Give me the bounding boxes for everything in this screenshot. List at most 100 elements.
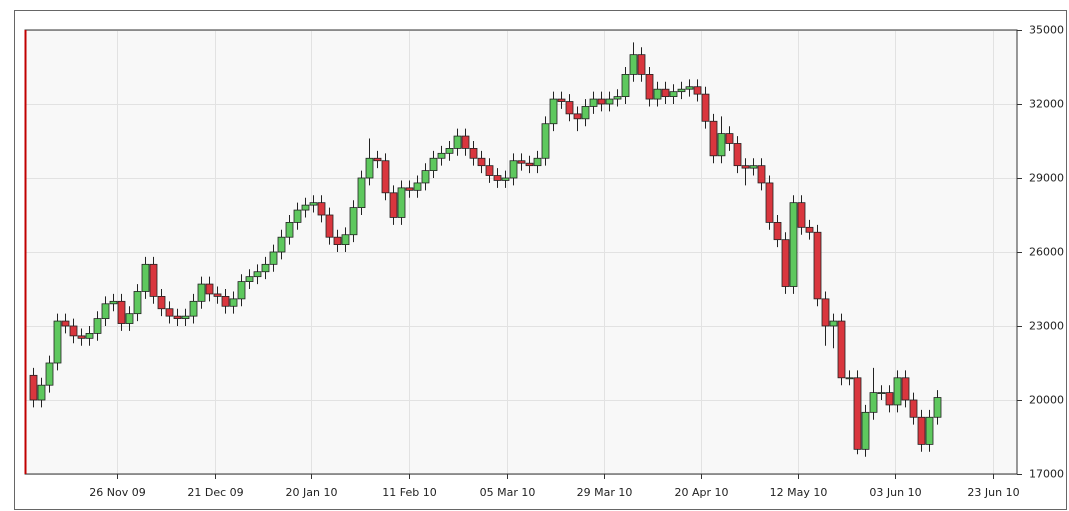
candle-body [173,315,182,319]
candle-body [861,411,870,450]
candle-body [381,160,390,194]
candle-body [101,303,110,319]
candle-body [653,88,662,100]
candle-body [133,291,142,315]
candle-body [877,392,886,395]
y-tick-label: 17000 [1029,468,1064,481]
candle-body [893,377,902,406]
candle-body [509,160,518,179]
candle-body [37,384,46,401]
candle-body [445,147,454,154]
candle-body [493,175,502,181]
candle-body [781,239,790,287]
candle-body [525,162,534,167]
candle-body [701,93,710,122]
y-tick-label: 35000 [1029,24,1064,37]
x-tick-label: 12 May 10 [770,486,828,499]
candle-body [741,165,750,169]
candle-body [917,416,926,445]
axes: 17000 20000 23000 26000 29000 32000 35000 26 No… [89,24,1064,500]
x-tick-label: 03 Jun 10 [869,486,921,499]
candle-body [125,313,134,324]
candle-body [621,74,630,98]
candle-body [149,263,158,297]
candle-body [637,54,646,75]
candle-body [333,236,342,245]
candle-body [237,281,246,300]
candle-body [69,325,78,337]
candle-body [189,300,198,317]
candle-body [853,377,862,450]
candle-body [421,170,430,184]
candle-body [205,283,214,295]
candle-body [837,320,846,379]
candle-body [901,377,910,401]
candle-body [477,157,486,167]
y-tick-label: 20000 [1029,394,1064,407]
candle-body [685,86,694,90]
x-tick-label: 20 Jan 10 [286,486,338,499]
candle-body [757,165,766,184]
x-tick-label: 21 Dec 09 [187,486,243,499]
candle-body [573,113,582,120]
candle-body [925,416,934,445]
y-tick-label: 29000 [1029,172,1064,185]
candle-body [165,308,174,317]
candle-body [773,221,782,241]
candle-body [693,86,702,95]
candle-body [765,182,774,223]
candle-body [397,187,406,218]
candle-body [93,318,102,334]
candles [29,42,942,457]
candle-body [293,209,302,223]
candle-body [277,236,286,253]
candle-body [301,204,310,211]
candle-body [109,300,118,305]
candle-body [533,157,542,167]
y-tick-label: 32000 [1029,98,1064,111]
candle-body [453,135,462,149]
candle-body [821,298,830,327]
candle-body [141,263,150,292]
candle-body [829,320,838,327]
candle-body [597,98,606,105]
candle-body [245,276,254,282]
x-tick-label: 20 Apr 10 [674,486,728,499]
candle-body [613,96,622,100]
candle-body [429,157,438,171]
candle-body [261,263,270,273]
candle-body [733,143,742,167]
x-tick-label: 11 Feb 10 [382,486,436,499]
candle-body [53,320,62,364]
candle-body [45,362,54,386]
candle-body [85,332,94,339]
candle-body [709,120,718,157]
candle-body [389,192,398,218]
candle-body [221,295,230,307]
candle-body [229,298,238,307]
candle-body [885,392,894,406]
candle-body [717,133,726,157]
candle-body [933,397,942,418]
candle-body [181,315,190,319]
candle-body [749,165,758,169]
x-tick-label: 23 Jun 10 [967,486,1019,499]
x-tick-label: 05 Mar 10 [480,486,536,499]
candle-body [805,226,814,233]
y-tick-label: 26000 [1029,246,1064,259]
candle-body [845,377,854,380]
candle-body [365,157,374,179]
candle-body [213,293,222,297]
candle-body [461,135,470,149]
candle-body [61,320,70,327]
candle-body [341,234,350,246]
candle-body [541,123,550,159]
candle-body [197,283,206,302]
candle-body [605,98,614,105]
candle-body [373,157,382,162]
candle-body [565,101,574,115]
x-tick-label: 26 Nov 09 [89,486,145,499]
candle-body [285,221,294,238]
candle-body [501,177,510,181]
